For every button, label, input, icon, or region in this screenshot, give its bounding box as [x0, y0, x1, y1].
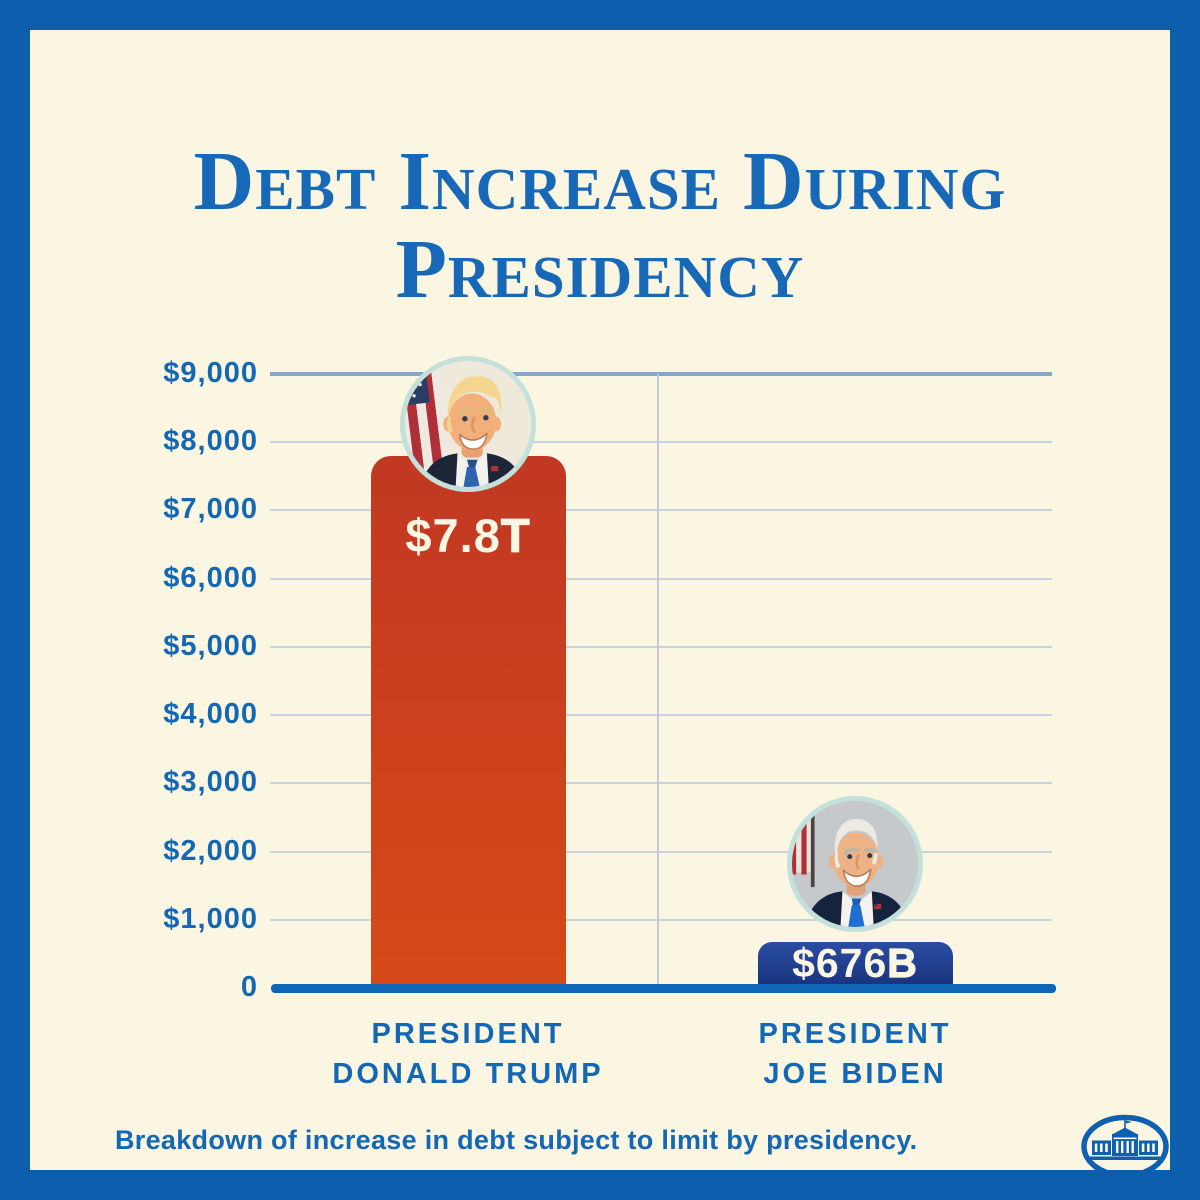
gridline — [270, 372, 1052, 376]
page-title-line1: Debt Increase During — [193, 135, 1007, 228]
y-tick-label: $1,000 — [163, 902, 258, 935]
y-tick-label: $6,000 — [163, 561, 258, 594]
joe-biden-photo — [787, 795, 923, 932]
gridline — [270, 441, 1052, 444]
gridline — [270, 714, 1052, 717]
gridline — [270, 509, 1052, 512]
y-tick-label: $5,000 — [163, 629, 258, 662]
x-tick-label-line: PRESIDENT — [758, 1018, 952, 1050]
bar-value-suffix: T — [500, 508, 531, 562]
caption: Breakdown of increase in debt subject to… — [115, 1125, 918, 1155]
y-tick-label: $2,000 — [163, 834, 258, 867]
column-divider-line — [657, 374, 659, 988]
bar-biden: $676B — [757, 940, 953, 992]
joe-biden-portrait-icon — [792, 800, 918, 927]
y-tick-label: $8,000 — [163, 425, 258, 458]
donald-trump-photo — [400, 355, 536, 492]
donald-trump-portrait-icon — [405, 360, 531, 487]
x-tick-label-line: DONALD TRUMP — [332, 1058, 604, 1090]
x-tick-label-line: JOE BIDEN — [763, 1058, 947, 1090]
gridline — [270, 918, 1052, 921]
gridline — [270, 850, 1052, 853]
bar-value-label: $7.8T — [405, 508, 530, 563]
bar-value-main: $676 — [792, 940, 888, 987]
bar-value-label: $676B — [792, 940, 918, 987]
white-house-logo — [1081, 1114, 1169, 1170]
bar-value-main: $7.8 — [405, 508, 501, 562]
y-tick-label: $3,000 — [163, 766, 258, 799]
gridline — [270, 782, 1052, 785]
x-axis-line — [271, 984, 1056, 993]
x-tick-label-line: PRESIDENT — [371, 1018, 565, 1050]
y-tick-label: $4,000 — [163, 697, 258, 730]
page-title: Debt Increase During Presidency — [30, 138, 1170, 314]
bar-trump: $7.8T — [370, 455, 566, 992]
gridline — [270, 577, 1052, 580]
x-tick-label-trump: PRESIDENT DONALD TRUMP — [258, 1014, 678, 1094]
gridline — [270, 645, 1052, 648]
y-tick-label: $7,000 — [163, 493, 258, 526]
y-tick-label: $9,000 — [163, 356, 258, 389]
page-title-line2: Presidency — [395, 223, 805, 316]
x-tick-label-biden: PRESIDENT JOE BIDEN — [645, 1014, 1065, 1094]
bar-chart: $9,000 $8,000 $7,000 $6,000 $5,000 $4,000 $3,0… — [30, 30, 1170, 1170]
y-tick-label: 0 — [240, 970, 258, 1003]
bar-value-suffix: B — [887, 940, 918, 987]
